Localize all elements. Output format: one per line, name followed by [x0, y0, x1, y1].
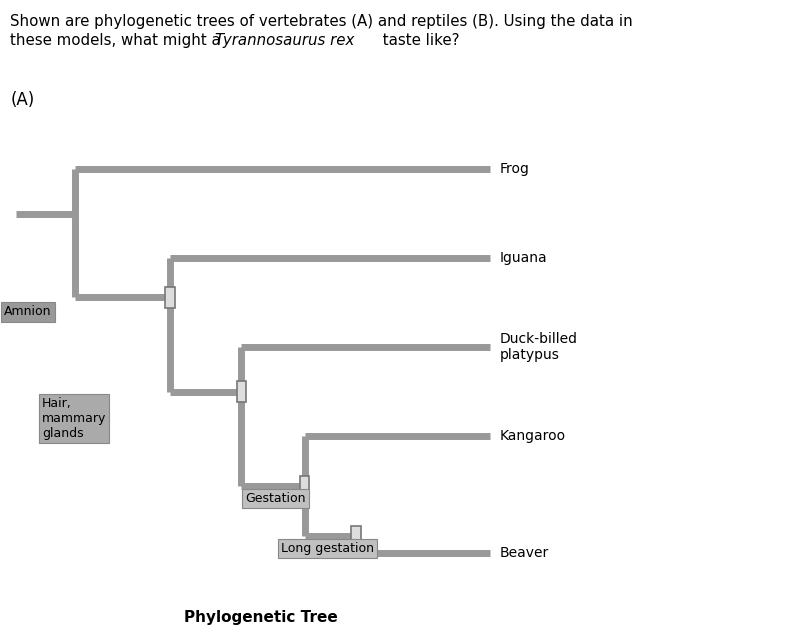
FancyBboxPatch shape	[237, 381, 246, 402]
FancyBboxPatch shape	[300, 475, 309, 497]
Text: taste like?: taste like?	[378, 33, 460, 48]
Text: Beaver: Beaver	[500, 546, 549, 560]
Text: Duck-billed
platypus: Duck-billed platypus	[500, 332, 578, 362]
Text: Phylogenetic Tree: Phylogenetic Tree	[184, 610, 338, 625]
Text: Tyrannosaurus rex: Tyrannosaurus rex	[215, 33, 354, 48]
Text: Gestation: Gestation	[245, 491, 305, 505]
Text: Amnion: Amnion	[4, 305, 51, 318]
Text: (A): (A)	[10, 91, 35, 109]
FancyBboxPatch shape	[165, 286, 175, 307]
Text: Shown are phylogenetic trees of vertebrates (A) and reptiles (B). Using the data: Shown are phylogenetic trees of vertebra…	[10, 14, 633, 29]
FancyBboxPatch shape	[351, 526, 361, 547]
Text: Iguana: Iguana	[500, 251, 547, 265]
Text: these models, what might a: these models, what might a	[10, 33, 225, 48]
Text: Frog: Frog	[500, 162, 530, 176]
Text: Long gestation: Long gestation	[281, 542, 374, 555]
Text: Hair,
mammary
glands: Hair, mammary glands	[42, 397, 106, 440]
Text: Kangaroo: Kangaroo	[500, 429, 566, 443]
